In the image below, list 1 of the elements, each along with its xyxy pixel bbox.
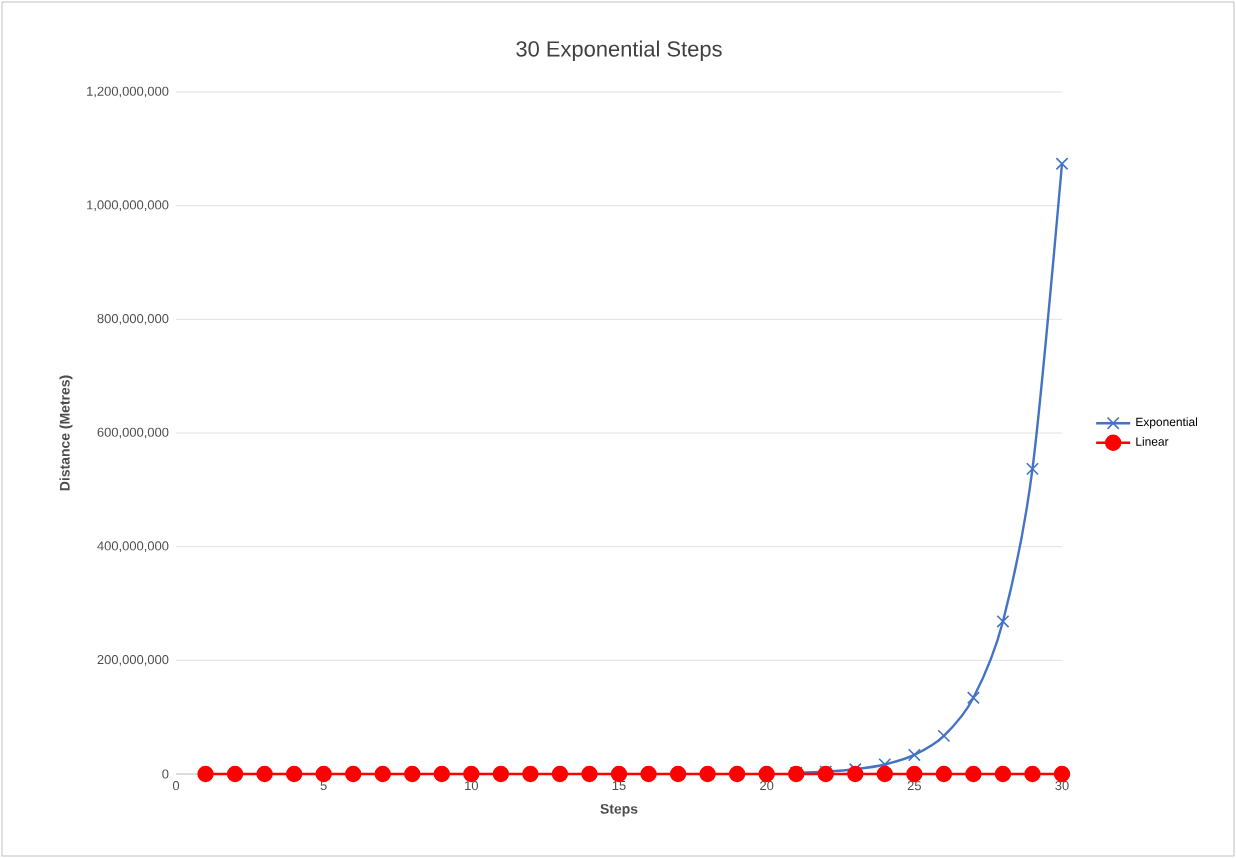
- chart-title: 30 Exponential Steps: [516, 40, 722, 61]
